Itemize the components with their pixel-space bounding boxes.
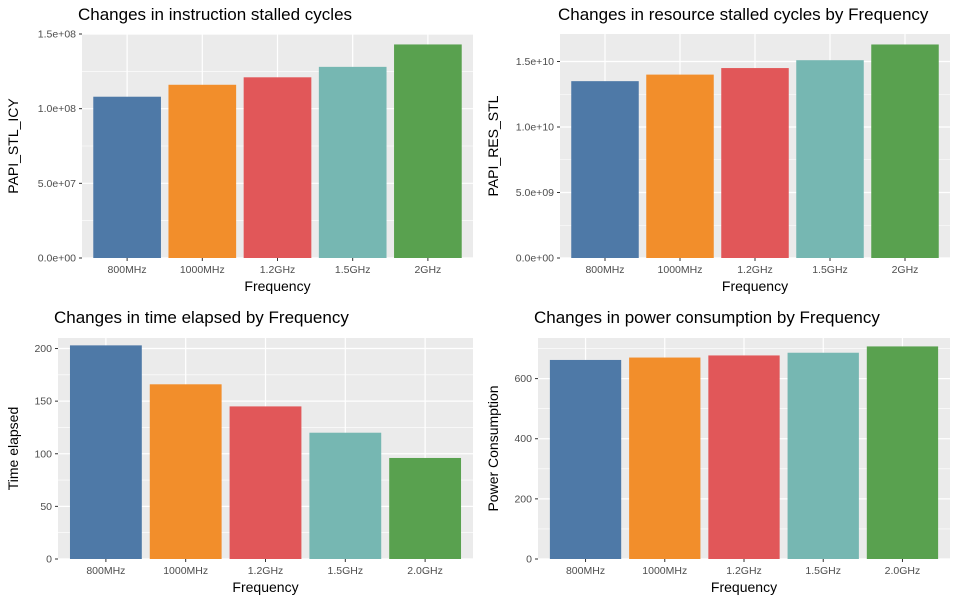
chart-title: Changes in resource stalled cycles by Fr…: [558, 5, 929, 24]
y-tick-label: 0.0e+00: [38, 253, 76, 265]
x-tick-label: 1.2GHz: [726, 565, 762, 577]
bar-2.0GHz: [866, 346, 939, 559]
chart-panel-power-consumption: Changes in power consumption by Frequenc…: [485, 308, 950, 595]
y-tick-label: 100: [34, 448, 52, 460]
x-tick-label: 800MHz: [108, 264, 147, 276]
x-tick-label: 1000MHz: [180, 264, 225, 276]
bar-1000MHz: [629, 357, 701, 559]
y-tick-label: 50: [40, 501, 52, 513]
x-axis-label: Frequency: [232, 579, 298, 595]
x-tick-label: 1.5GHz: [812, 264, 848, 276]
x-tick-label: 2.0GHz: [885, 565, 921, 577]
x-tick-label: 1000MHz: [658, 264, 703, 276]
bar-1000MHz: [149, 384, 222, 559]
bar-2.0GHz: [389, 457, 462, 559]
bar-1.2GHz: [243, 77, 312, 258]
y-tick-label: 0: [46, 554, 52, 566]
y-tick-label: 0: [526, 554, 532, 566]
bar-1.5GHz: [787, 352, 859, 559]
bar-1.5GHz: [309, 432, 382, 559]
x-tick-label: 800MHz: [585, 264, 624, 276]
bar-1.5GHz: [318, 66, 387, 258]
y-tick-label: 5.0e+09: [516, 187, 554, 199]
y-tick-label: 150: [34, 396, 52, 408]
x-tick-label: 1.2GHz: [737, 264, 773, 276]
chart-panel-time-elapsed: Changes in time elapsed by Frequency 0 50 1…: [5, 308, 473, 595]
bar-800MHz: [69, 345, 142, 559]
chart-title: Changes in instruction stalled cycles: [78, 5, 352, 24]
y-tick-label: 400: [514, 433, 532, 445]
x-tick-label: 1000MHz: [163, 565, 208, 577]
bar-2GHz: [871, 44, 939, 259]
y-axis-label: Power Consumption: [485, 385, 501, 511]
bar-800MHz: [571, 81, 639, 258]
y-tick-label: 1.0e+08: [38, 103, 76, 115]
x-tick-label: 2GHz: [892, 264, 919, 276]
y-tick-label: 1.5e+10: [516, 56, 554, 68]
y-axis-label: Time elapsed: [5, 407, 21, 491]
bar-1000MHz: [646, 74, 714, 258]
y-axis-label: PAPI_STL_ICY: [5, 98, 21, 194]
bar-1.2GHz: [229, 406, 302, 559]
chart-title: Changes in power consumption by Frequenc…: [534, 308, 880, 327]
x-tick-label: 1.2GHz: [248, 565, 284, 577]
x-tick-label: 800MHz: [566, 565, 605, 577]
x-tick-label: 800MHz: [86, 565, 125, 577]
x-tick-label: 1.5GHz: [805, 565, 841, 577]
chart-title: Changes in time elapsed by Frequency: [54, 308, 349, 327]
x-axis-label: Frequency: [244, 278, 310, 294]
y-tick-label: 0.0e+00: [516, 253, 554, 265]
bar-1000MHz: [168, 84, 237, 258]
x-axis-label: Frequency: [711, 579, 777, 595]
chart-panel-instruction-stalled: Changes in instruction stalled cycles 0.0…: [5, 5, 473, 294]
x-tick-label: 1.5GHz: [335, 264, 371, 276]
bar-1.2GHz: [721, 68, 789, 259]
bar-2GHz: [394, 44, 462, 258]
x-tick-label: 1000MHz: [642, 565, 687, 577]
y-tick-label: 200: [34, 343, 52, 355]
bar-800MHz: [549, 359, 622, 559]
y-tick-label: 600: [514, 373, 532, 385]
x-tick-label: 2.0GHz: [407, 565, 443, 577]
y-axis-label: PAPI_RES_STL: [485, 95, 501, 196]
y-tick-label: 200: [514, 493, 532, 505]
y-tick-label: 1.5e+08: [38, 29, 76, 41]
bar-1.2GHz: [708, 355, 780, 559]
x-tick-label: 1.5GHz: [328, 565, 364, 577]
x-tick-label: 2GHz: [414, 264, 441, 276]
y-tick-label: 5.0e+07: [38, 178, 76, 190]
x-axis-label: Frequency: [722, 278, 788, 294]
chart-panel-resource-stalled: Changes in resource stalled cycles by Fr…: [485, 5, 950, 294]
y-tick-label: 1.0e+10: [516, 122, 554, 134]
bar-800MHz: [93, 96, 161, 258]
bar-1.5GHz: [796, 60, 864, 259]
x-tick-label: 1.2GHz: [260, 264, 296, 276]
